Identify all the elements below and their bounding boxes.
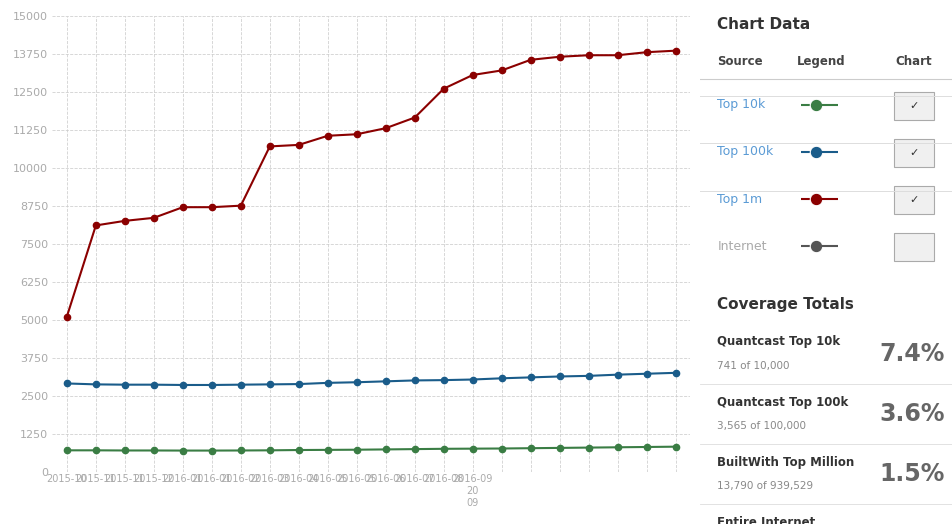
- FancyBboxPatch shape: [894, 186, 934, 214]
- Text: Legend: Legend: [797, 54, 845, 68]
- Text: Chart Data: Chart Data: [718, 17, 811, 32]
- Text: 1.5%: 1.5%: [879, 462, 944, 486]
- Text: Quantcast Top 10k: Quantcast Top 10k: [718, 335, 841, 348]
- Text: Top 100k: Top 100k: [718, 146, 774, 158]
- Text: 0.1%: 0.1%: [879, 522, 944, 524]
- FancyBboxPatch shape: [894, 92, 934, 120]
- Text: Coverage Totals: Coverage Totals: [718, 297, 854, 312]
- Text: BuiltWith Top Million: BuiltWith Top Million: [718, 456, 855, 469]
- Text: ✓: ✓: [909, 195, 919, 205]
- Text: Source: Source: [718, 54, 763, 68]
- FancyBboxPatch shape: [894, 139, 934, 167]
- Text: 3,565 of 100,000: 3,565 of 100,000: [718, 421, 806, 431]
- Text: 7.4%: 7.4%: [879, 342, 944, 366]
- Text: 741 of 10,000: 741 of 10,000: [718, 361, 790, 371]
- FancyBboxPatch shape: [894, 233, 934, 261]
- Text: ✓: ✓: [909, 148, 919, 158]
- Text: Internet: Internet: [718, 240, 767, 253]
- Text: Entire Internet: Entire Internet: [718, 516, 816, 524]
- Text: Top 1m: Top 1m: [718, 193, 763, 205]
- Text: Top 10k: Top 10k: [718, 99, 765, 111]
- Text: 13,790 of 939,529: 13,790 of 939,529: [718, 482, 814, 492]
- Text: 3.6%: 3.6%: [879, 402, 944, 426]
- Text: Chart: Chart: [896, 54, 932, 68]
- Text: Quantcast Top 100k: Quantcast Top 100k: [718, 396, 848, 409]
- Text: ✓: ✓: [909, 101, 919, 111]
